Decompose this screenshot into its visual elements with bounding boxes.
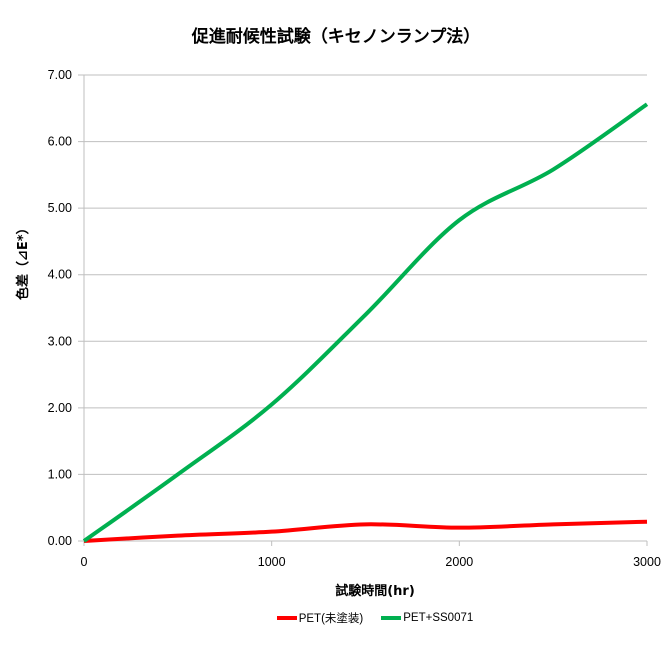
y-tick-label: 2.00 [48,401,72,415]
legend-swatch-red [276,616,297,620]
legend-label: PET+SS0071 [403,612,474,624]
x-tick-label: 2000 [445,555,473,569]
x-axis-title: 試験時間(hr) [335,584,415,599]
series-line-0 [83,519,648,543]
legend: PET(未塗装) PET+SS0071 [0,610,672,626]
y-tick-label: 4.00 [48,268,72,282]
y-tick-label: 6.00 [48,135,72,149]
y-tick-label: 3.00 [48,334,72,348]
x-tick-label: 0 [81,555,88,569]
y-tick-label: 5.00 [48,201,72,215]
y-tick-label: 0.00 [48,534,72,548]
chart-title: 促進耐候性試験（キセノンランプ法） [191,27,481,47]
legend-item-pet-ss0071: PET+SS0071 [381,610,473,626]
x-tick-label: 3000 [633,555,661,569]
y-tick-label: 7.00 [48,68,72,82]
legend-swatch-green [381,616,402,620]
series-line-1 [82,102,649,543]
y-tick-label: 1.00 [48,467,72,481]
legend-label: PET(未塗装) [298,613,364,625]
y-axis-title: 色差（⊿E*） [16,221,31,300]
legend-item-pet-uncoated: PET(未塗装) [276,610,364,626]
x-tick-label: 1000 [258,555,286,569]
